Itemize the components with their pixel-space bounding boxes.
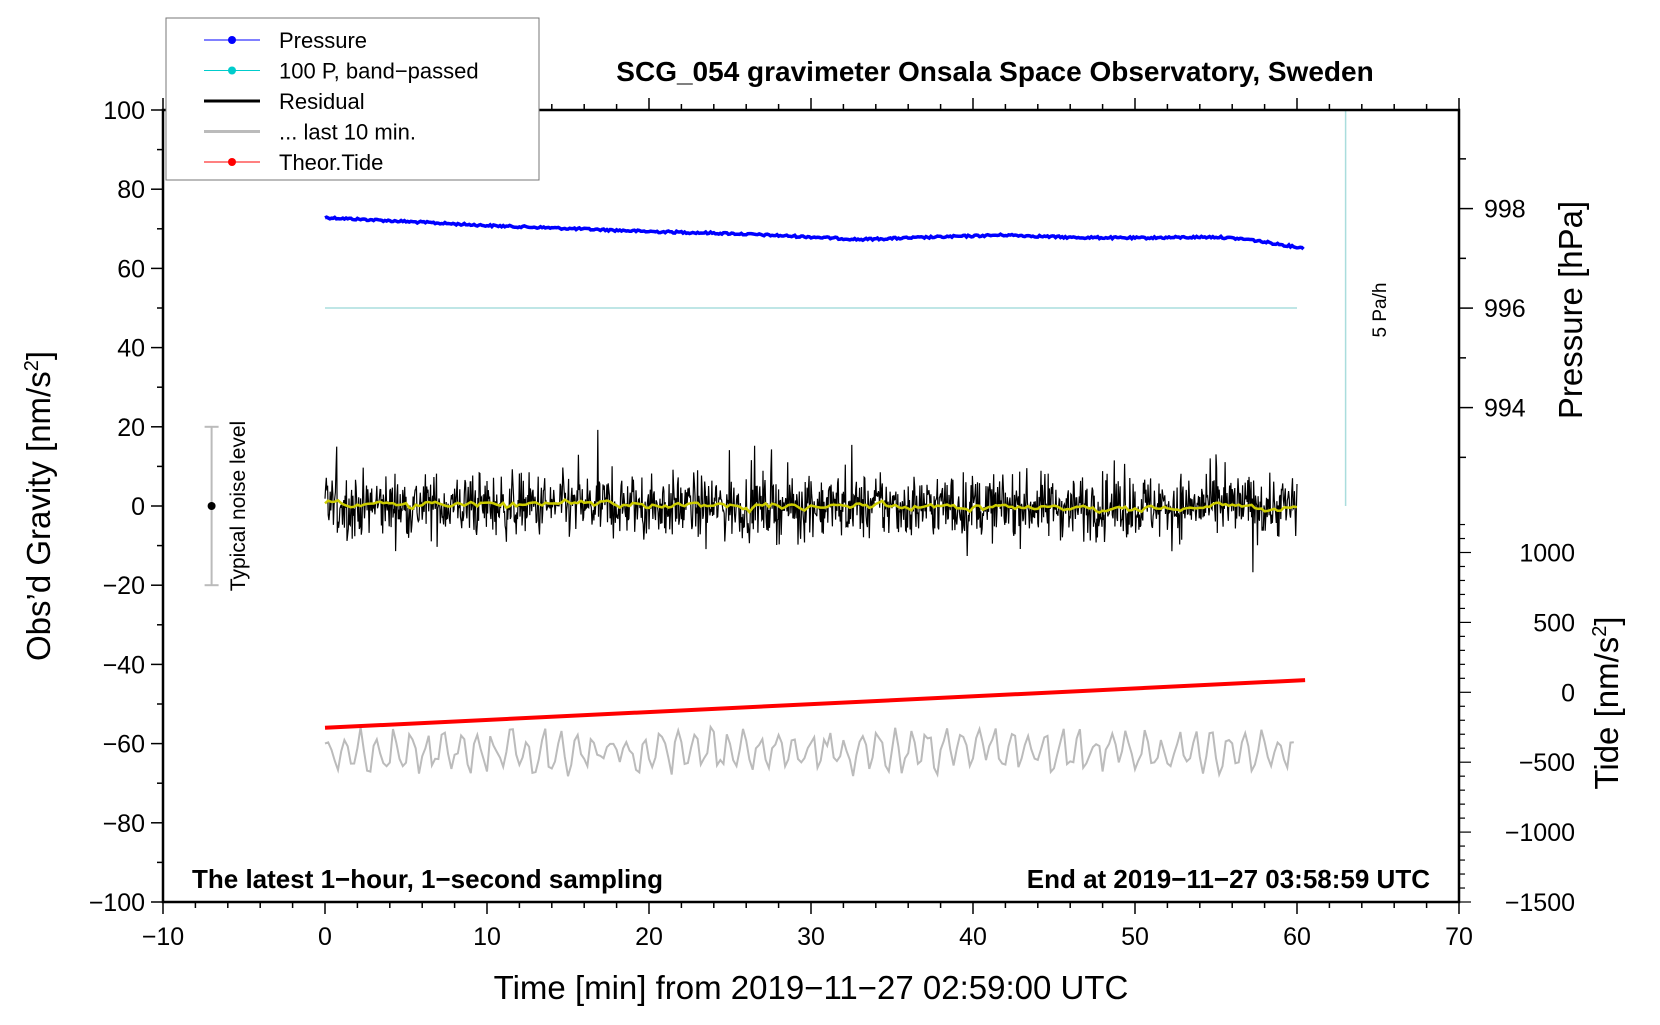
last-10-min-line — [324, 724, 1294, 779]
x-tick-label: 20 — [635, 923, 663, 951]
tide-tick-label: 1000 — [1519, 540, 1575, 568]
tide-tick-label: −500 — [1519, 749, 1575, 777]
x-tick-label: 40 — [959, 923, 987, 951]
legend-marker — [228, 66, 236, 75]
plot-frame — [161, 108, 1461, 904]
legend-label: ... last 10 min. — [279, 120, 416, 145]
tide-axis-label-end: ] — [1588, 616, 1625, 625]
y-tick-label: 60 — [117, 255, 145, 283]
tide-axis-label: Tide [nm/s2] — [1588, 616, 1625, 789]
legend-marker — [228, 36, 236, 44]
legend-label: Theor.Tide — [279, 150, 383, 175]
tide-tick-label: −1000 — [1505, 819, 1575, 847]
y-tick-label: −100 — [89, 889, 145, 917]
tide-line — [324, 678, 1306, 730]
x-tick-label: 30 — [797, 923, 825, 951]
x-tick-label: 70 — [1445, 923, 1473, 951]
pressure-axis-label: Pressure [hPa] — [1552, 201, 1589, 419]
legend: Pressure 100 P, band−passed Residual ... la… — [165, 17, 540, 181]
y-tick-label: 40 — [117, 335, 145, 363]
x-tick-label: 10 — [473, 923, 501, 951]
tide-tick-label: 500 — [1533, 609, 1575, 637]
x-tick-label: 60 — [1283, 923, 1311, 951]
x-tick-label: 50 — [1121, 923, 1149, 951]
y-tick-label: −80 — [103, 810, 145, 838]
x-tick-label: −10 — [142, 923, 184, 951]
y-tick-label: −40 — [103, 651, 145, 679]
legend-label: Residual — [279, 89, 365, 114]
y-tick-label: 0 — [131, 493, 145, 521]
annotation-bottom-left: The latest 1−hour, 1−second sampling — [192, 864, 663, 894]
y-tick-label: −20 — [103, 572, 145, 600]
pressure-tick-label: 996 — [1484, 295, 1526, 323]
y-tick-label: 100 — [103, 97, 145, 125]
tide-axis-label-sup: 2 — [1589, 626, 1611, 637]
legend-box — [165, 17, 540, 181]
y-tick-label: −60 — [103, 731, 145, 759]
residual-smoothed-line — [324, 498, 1298, 515]
y-axis-label-sup: 2 — [21, 360, 43, 371]
chart-title: SCG_054 gravimeter Onsala Space Observat… — [616, 56, 1373, 87]
tide-axis-label-main: Tide [nm/s — [1588, 637, 1625, 790]
legend-label: 100 P, band−passed — [279, 59, 479, 84]
pressure-tick-label: 998 — [1484, 196, 1526, 224]
noise-bar-center — [207, 502, 216, 510]
noise-bar-label: Typical noise level — [227, 421, 250, 591]
scale-bar-label: 5 Pa/h — [1370, 283, 1391, 338]
pressure-line — [324, 215, 1305, 251]
x-tick-label: 0 — [318, 923, 332, 951]
tide-tick-label: 0 — [1561, 679, 1575, 707]
y-tick-label: 20 — [117, 414, 145, 442]
legend-marker — [228, 158, 236, 166]
y-axis-label-end: ] — [20, 351, 57, 360]
y-tick-label: 80 — [117, 176, 145, 204]
y-axis-label-main: Obs’d Gravity [nm/s — [20, 371, 57, 661]
y-axis-label: Obs’d Gravity [nm/s2] — [20, 351, 57, 661]
annotation-bottom-right: End at 2019−11−27 03:58:59 UTC — [1027, 864, 1430, 894]
tide-tick-label: −1500 — [1505, 889, 1575, 917]
legend-label: Pressure — [279, 28, 367, 53]
pressure-tick-label: 994 — [1484, 395, 1526, 423]
residual-line — [324, 429, 1298, 573]
x-axis-label: Time [min] from 2019−11−27 02:59:00 UTC — [494, 969, 1129, 1006]
